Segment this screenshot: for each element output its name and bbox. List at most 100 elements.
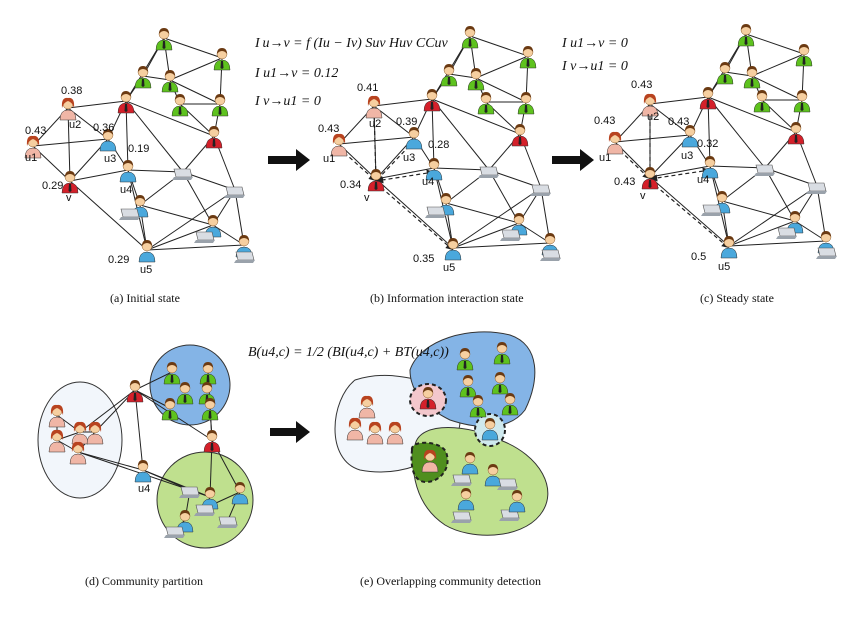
interaction-arrow-b	[375, 169, 435, 184]
val-b-u3: 0.39	[396, 116, 417, 128]
caption-b: (b) Information interaction state	[370, 291, 524, 305]
val-c-u4: 0.32	[697, 138, 718, 150]
val-a-v: 0.29	[42, 180, 63, 192]
node-d-g5	[161, 398, 179, 421]
node-a-u1	[24, 135, 42, 159]
edge-a	[32, 138, 109, 147]
node-d-p5	[69, 441, 87, 465]
node-e-c1	[481, 418, 499, 441]
arrow-d-to-e	[270, 421, 310, 443]
edge-d	[134, 371, 173, 391]
node-c-r2	[787, 122, 805, 145]
node-e-b3	[457, 488, 475, 511]
label-a-v: v	[66, 192, 72, 204]
node-e-l3-laptop	[451, 511, 472, 523]
node-e-p1	[358, 395, 376, 419]
node-c-u5	[720, 236, 738, 259]
label-d-u4: u4	[138, 483, 150, 495]
node-e-l1-laptop	[451, 474, 472, 486]
node-a-u4	[119, 160, 137, 183]
label-a-u3: u3	[104, 153, 116, 165]
node-e-b1	[461, 452, 479, 475]
node-e-g3	[459, 375, 477, 398]
node-a-u2	[59, 97, 77, 121]
edge-a	[139, 204, 214, 226]
edge-c	[707, 96, 797, 133]
node-b-u5	[444, 238, 462, 261]
node-a-l2-laptop	[224, 186, 245, 198]
arrow-b-to-c	[552, 149, 594, 171]
edge-b	[373, 98, 433, 107]
interaction-arrow-c	[649, 167, 711, 182]
node-a-l4-laptop	[194, 231, 215, 243]
node-c-l1-laptop	[754, 164, 775, 176]
node-a-u5	[138, 240, 156, 263]
caption-c: (c) Steady state	[700, 291, 774, 305]
node-b-u1	[330, 133, 348, 157]
node-e-p3	[366, 421, 384, 445]
val-b-u2: 0.41	[357, 82, 378, 94]
edges-layer	[32, 33, 827, 531]
edge-c	[751, 53, 805, 77]
node-e-g6	[469, 395, 487, 418]
panel-b-values: 0.43 0.41 0.39 0.28 0.34 0.35	[318, 82, 449, 265]
edge-d	[79, 389, 136, 433]
label-b-u2: u2	[369, 118, 381, 130]
node-b-l1-laptop	[478, 166, 499, 178]
eq-b-line2: I u1→v = 0.12	[254, 66, 338, 81]
node-c-u1	[606, 131, 624, 155]
edge-d	[77, 451, 191, 491]
node-b-u4	[425, 158, 443, 181]
val-b-u5: 0.35	[413, 253, 434, 265]
node-d-u4	[134, 460, 152, 483]
node-b-l4-laptop	[500, 229, 521, 241]
node-b-r2	[511, 124, 529, 147]
label-a-u2: u2	[69, 119, 81, 131]
edge-a	[146, 224, 214, 251]
node-e-g5	[501, 393, 519, 416]
caption-d: (d) Community partition	[85, 574, 203, 588]
node-d-g1	[163, 362, 181, 385]
edge-c	[728, 220, 796, 247]
val-c-v: 0.43	[614, 176, 635, 188]
node-c-g2	[795, 44, 813, 67]
node-c-u4	[701, 156, 719, 179]
label-b-u1: u1	[323, 153, 335, 165]
val-a-u5: 0.29	[108, 254, 129, 266]
node-a-g3	[134, 66, 152, 89]
edge-a	[69, 180, 148, 251]
node-b-l5-laptop	[540, 249, 561, 261]
label-c-u3: u3	[681, 150, 693, 162]
edge-c	[745, 33, 805, 55]
node-c-l5-laptop	[816, 247, 837, 259]
edge-b	[452, 222, 520, 249]
node-a-l1-laptop	[172, 168, 193, 180]
edge-c	[721, 200, 796, 222]
node-e-b4	[508, 490, 526, 513]
node-a-l5-laptop	[234, 251, 255, 263]
val-c-u3: 0.43	[668, 116, 689, 128]
node-d-b2	[176, 510, 194, 533]
label-a-u4: u4	[120, 184, 132, 196]
equations: I u→v = f (Iu − Iv) Suv Huv CCuv I u1→v …	[248, 36, 628, 360]
eq-b-line3: I v→u1 = 0	[254, 94, 321, 109]
node-name-labels: u1 u2 u3 u4 v u5 u1 u2 u3 u4 v u5 u1 u2 …	[25, 111, 730, 495]
node-a-l3-laptop	[119, 208, 140, 220]
edge-b	[452, 242, 551, 249]
edge-a	[127, 169, 184, 173]
edge-c	[751, 75, 803, 101]
node-e-g2	[493, 342, 511, 365]
node-a-u3	[99, 129, 117, 152]
captions: (a) Initial state (b) Information intera…	[85, 291, 774, 588]
edge-a	[169, 79, 221, 105]
edge-a	[182, 171, 214, 226]
node-d-l2-laptop	[194, 504, 215, 516]
node-a-b2	[204, 215, 222, 238]
node-c-g4	[743, 66, 761, 89]
node-e-p2	[346, 417, 364, 441]
node-c-l4-laptop	[776, 227, 797, 239]
edge-b	[452, 187, 542, 249]
node-b-g3	[440, 64, 458, 87]
eq-c-line2: I v→u1 = 0	[561, 59, 628, 74]
label-b-u3: u3	[403, 152, 415, 164]
